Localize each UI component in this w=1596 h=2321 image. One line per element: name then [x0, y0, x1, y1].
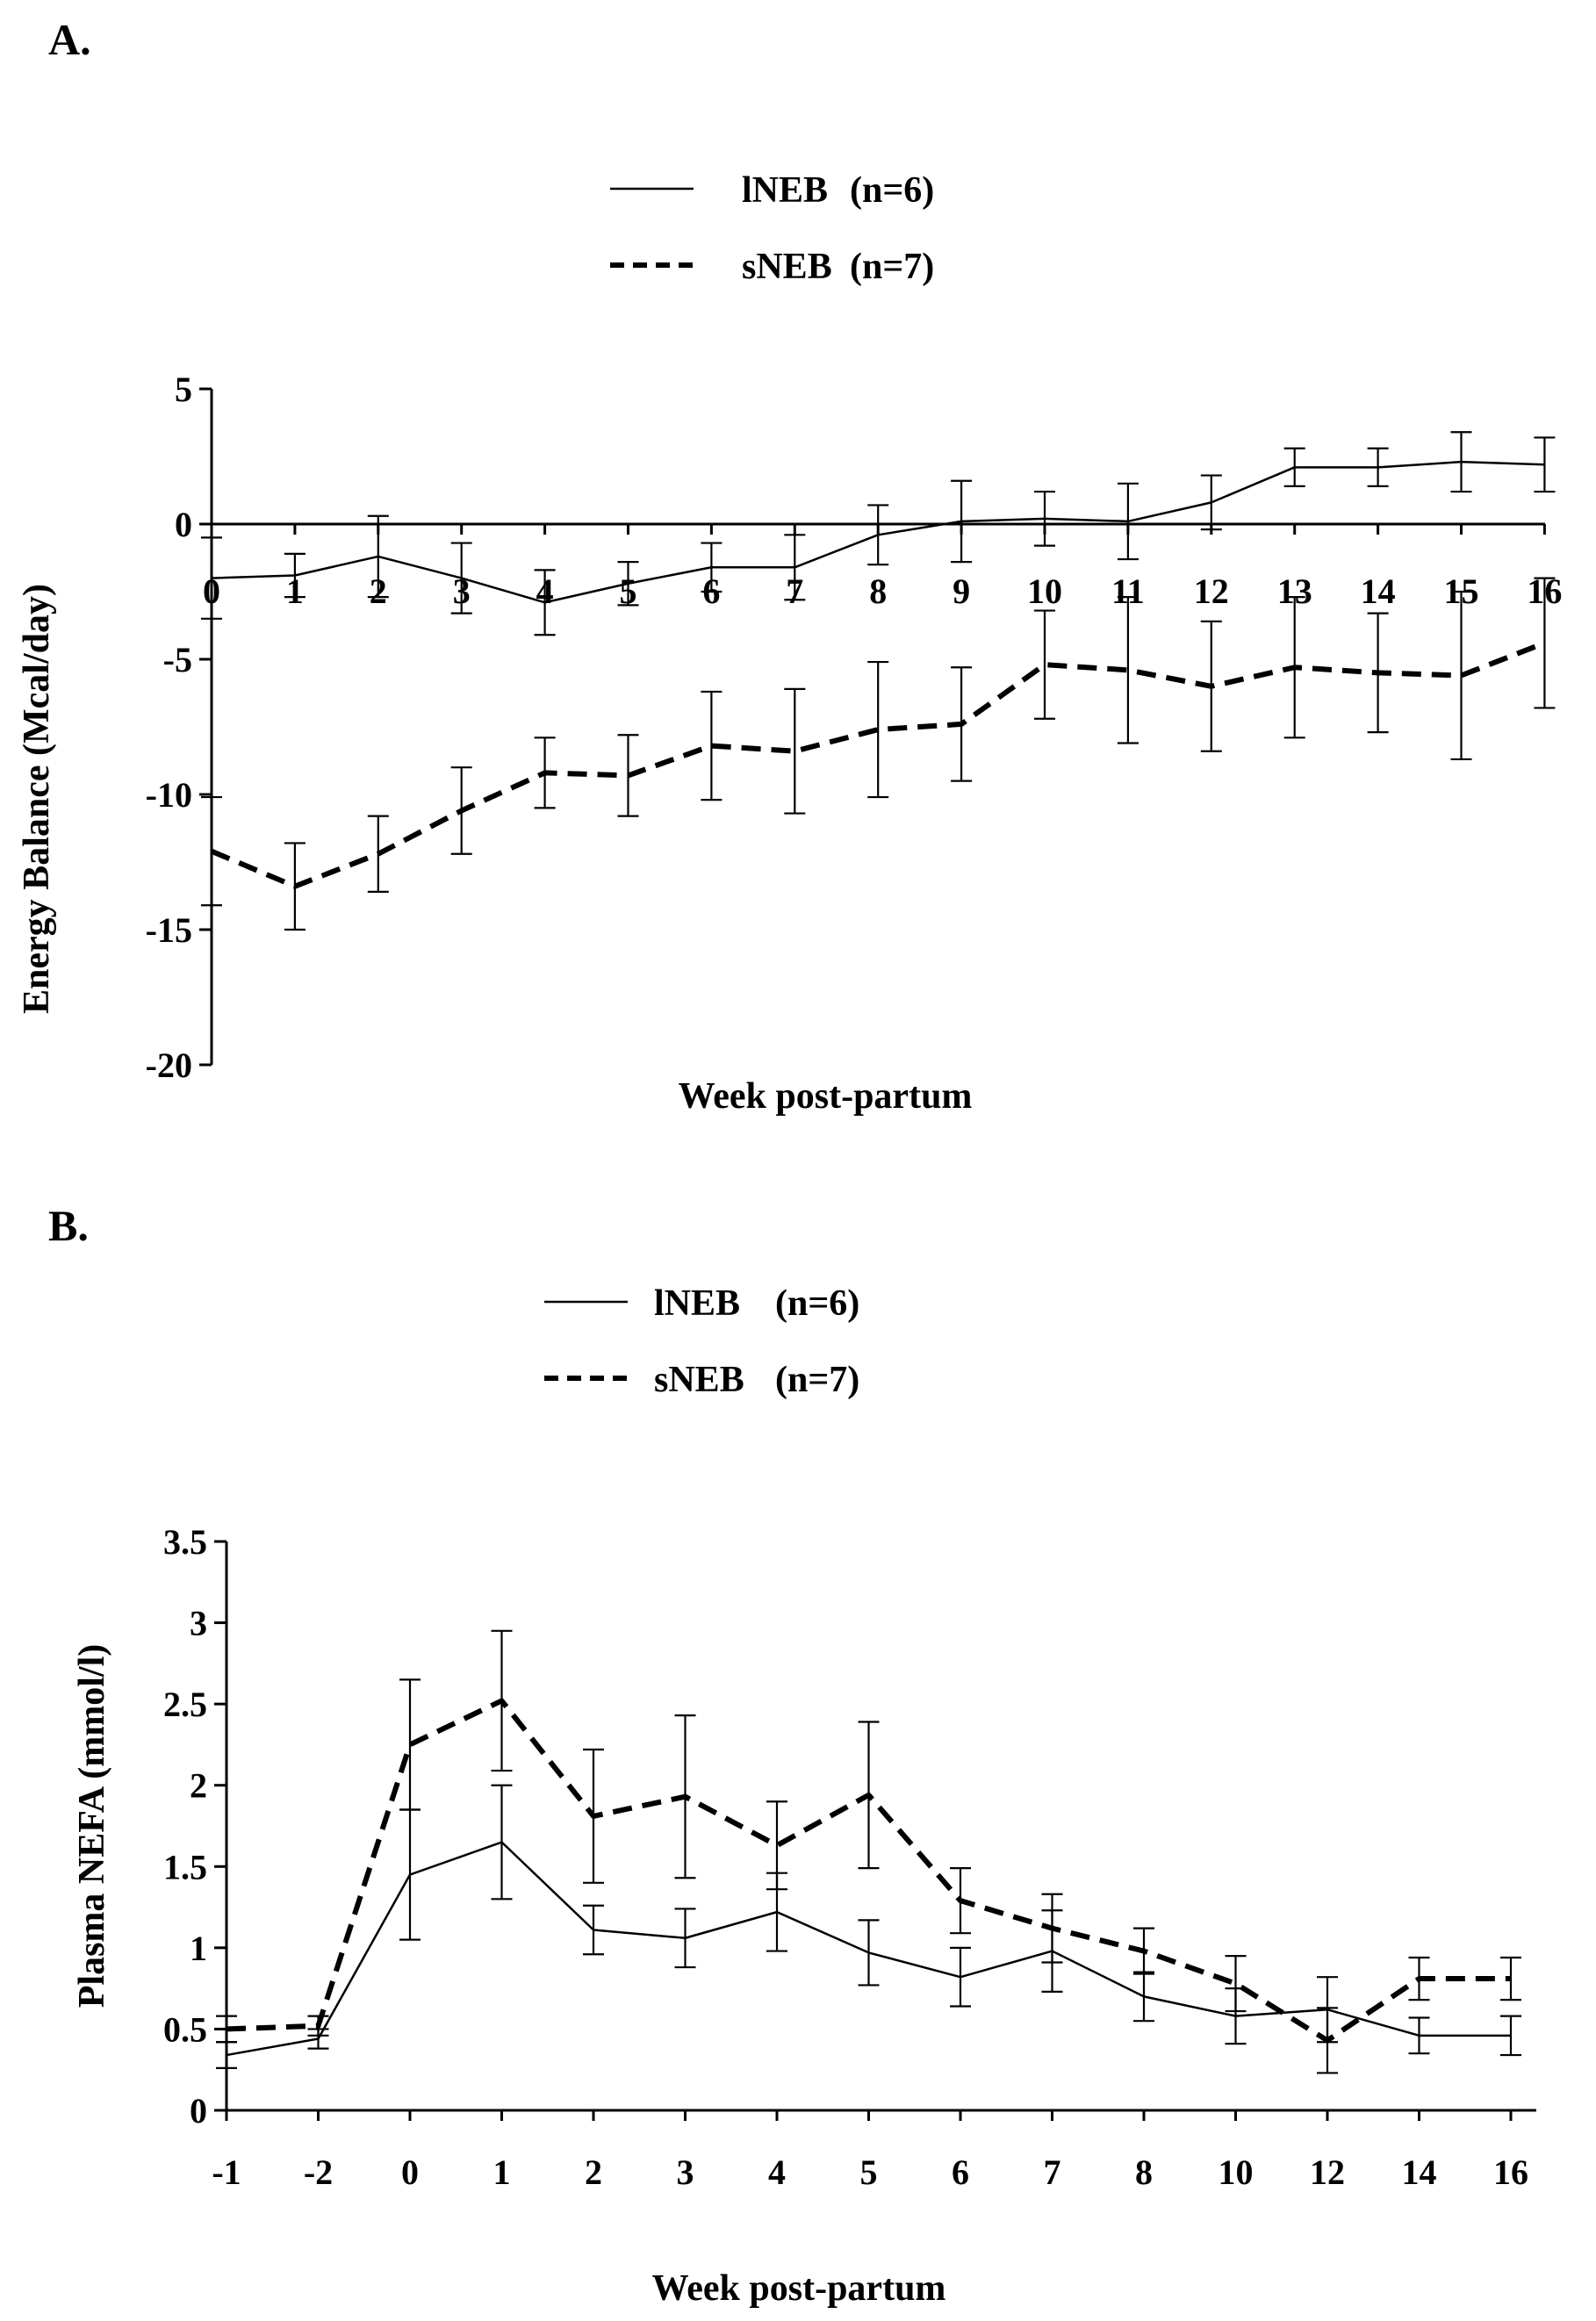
panel-a-x-axis-title: Week post-partum [679, 1076, 973, 1117]
panelB-ytick-label: 3.5 [163, 1522, 207, 1562]
panelB-xtick-label: 0 [401, 2152, 419, 2192]
panelB-ytick-label: 3 [190, 1604, 207, 1643]
panel-b-legend-sneb-n: (n=7) [775, 1360, 859, 1400]
panelA-ytick-label: -15 [146, 910, 192, 950]
panelA-xtick-label: 9 [953, 571, 970, 611]
panelB-xtick-label: 2 [585, 2152, 602, 2192]
panelB-ytick-label: 1 [190, 1929, 207, 1968]
panel-a-legend-lneb-label: lNEB [742, 170, 828, 211]
panel-b-x-axis-title: Week post-partum [652, 2268, 946, 2309]
panelA-series-sneb-line [210, 640, 1546, 889]
panel-a-legend: lNEB (n=6) sNEB (n=7) [610, 170, 934, 287]
panel-a-legend-lneb-n: (n=6) [850, 170, 934, 211]
panelB-xtick-label: 7 [1044, 2152, 1061, 2192]
panelB-ytick-label: 1.5 [163, 1847, 207, 1886]
panel-b-legend-lneb-n: (n=6) [775, 1283, 859, 1324]
panelA-ytick-label: -5 [163, 640, 192, 679]
panelA-ytick-label: -10 [146, 775, 192, 815]
panel-b-chart: 3.532.521.510.50 -1 -2 0 1 2 3 4 5 6 7 8 10 12 14 16 P… [72, 1522, 1536, 2309]
panelA-ytick-label: -20 [146, 1046, 192, 1085]
panelA-xtick-label: 8 [869, 571, 887, 611]
panelA-ytick-label: 0 [175, 505, 192, 544]
panelB-ytick-label: 0 [190, 2091, 207, 2131]
panel-a-legend-sneb-n: (n=7) [850, 247, 934, 287]
panelB-ytick-label: 2.5 [163, 1685, 207, 1724]
panel-b-legend-sneb-label: sNEB [654, 1360, 744, 1400]
panelB-xtick-label: 10 [1219, 2152, 1254, 2192]
panelB-xtick-label: -2 [304, 2152, 333, 2192]
panelB-xtick-label: 3 [677, 2152, 694, 2192]
panelB-ytick-label: 2 [190, 1766, 207, 1806]
panelA-xtick-label: 14 [1361, 571, 1396, 611]
panelB-xtick-label: 14 [1402, 2152, 1437, 2192]
panel-a-label: A. [48, 15, 91, 64]
panelA-xtick-label: 10 [1027, 571, 1062, 611]
panelA-ytick-label: 5 [175, 370, 192, 409]
panelB-xtick-label: 6 [952, 2152, 969, 2192]
panelB-xtick-label: 4 [768, 2152, 786, 2192]
panel-b-label: B. [48, 1201, 89, 1250]
panelB-xtick-label: 12 [1310, 2152, 1345, 2192]
panel-a-legend-sneb-label: sNEB [742, 247, 832, 287]
panelB-ytick-label: 0.5 [163, 2009, 207, 2049]
panel-a-chart: 50-5-10-15-20 012345678910111213141516 E… [17, 370, 1562, 1117]
panelA-xtick-label: 12 [1194, 571, 1229, 611]
panelB-xtick-label: -1 [212, 2152, 241, 2192]
panelB-xtick-label: 16 [1493, 2152, 1528, 2192]
panel-b-legend-lneb-label: lNEB [654, 1283, 740, 1324]
panelB-xtick-label: 8 [1135, 2152, 1153, 2192]
panel-a-y-axis-title: Energy Balance (Mcal/day) [17, 584, 57, 1014]
panel-b-legend: lNEB (n=6) sNEB (n=7) [544, 1283, 859, 1400]
panelB-xtick-label: 1 [493, 2152, 511, 2192]
panel-b-y-axis-title: Plasma NEFA (mmol/l) [72, 1644, 112, 2008]
panelB-xtick-label: 5 [860, 2152, 878, 2192]
